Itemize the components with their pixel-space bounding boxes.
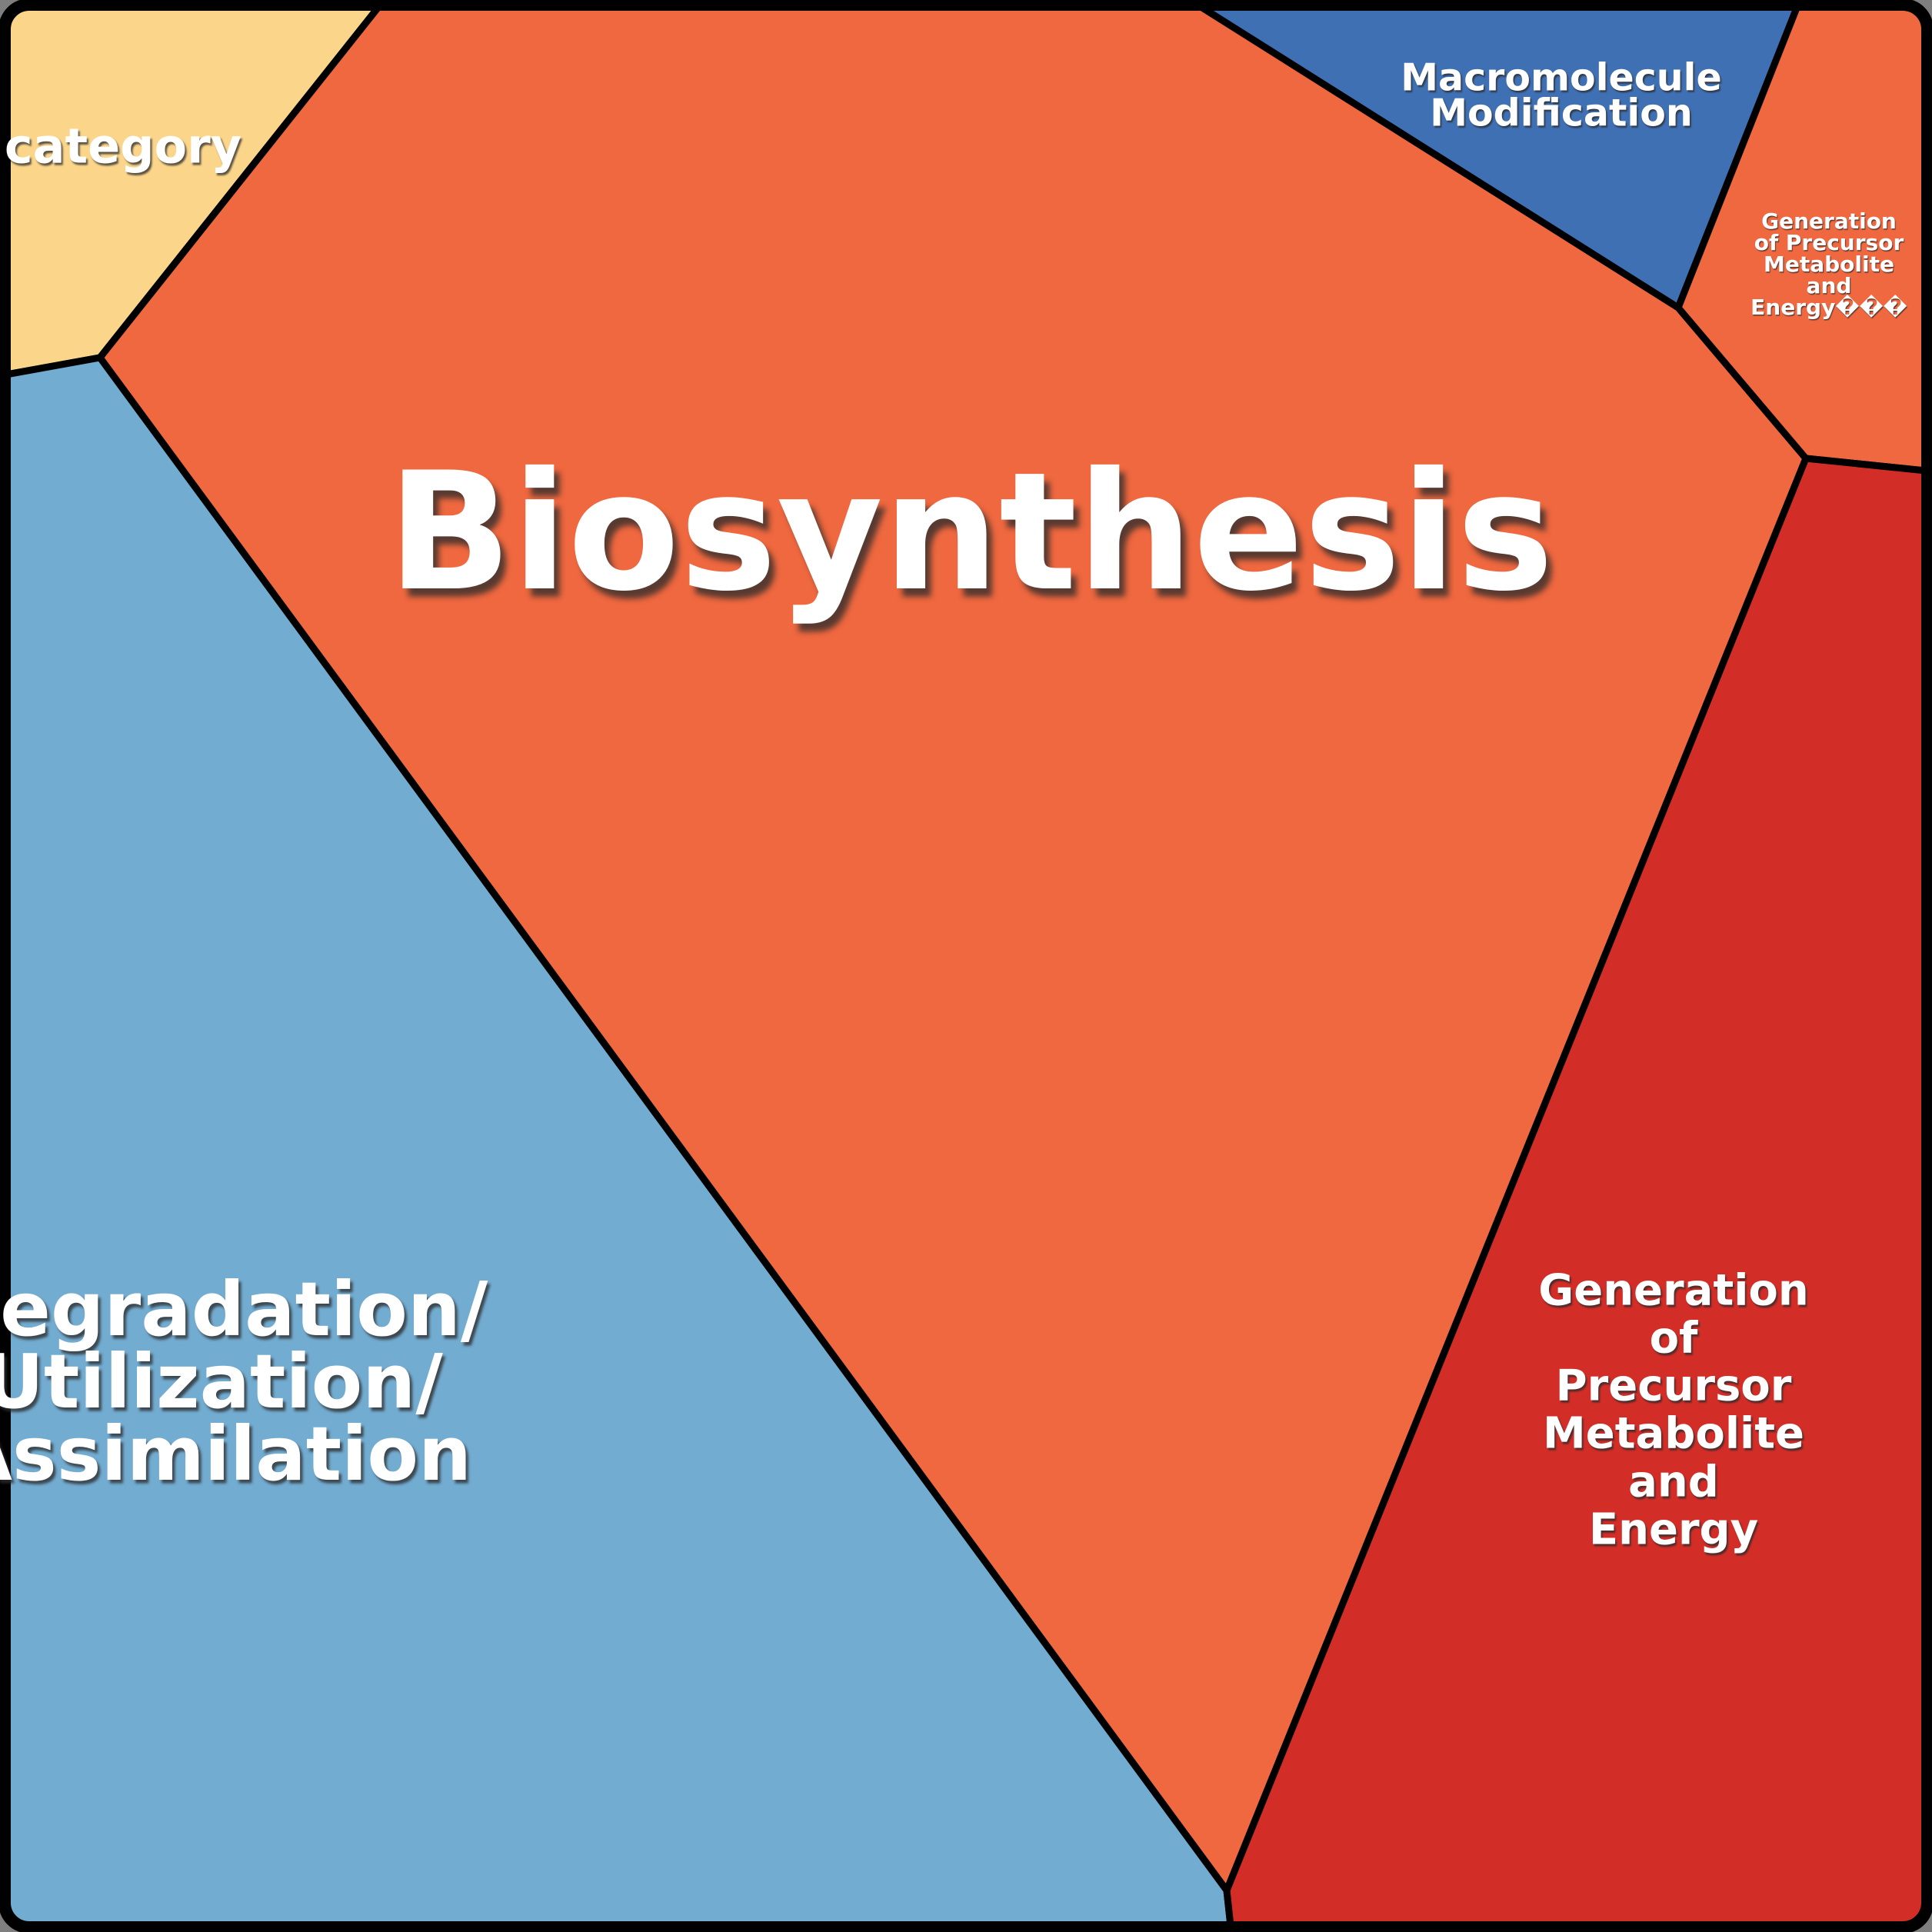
cell-generation-of-precursor-metabolite-and-energy[interactable] <box>1223 455 1926 1926</box>
